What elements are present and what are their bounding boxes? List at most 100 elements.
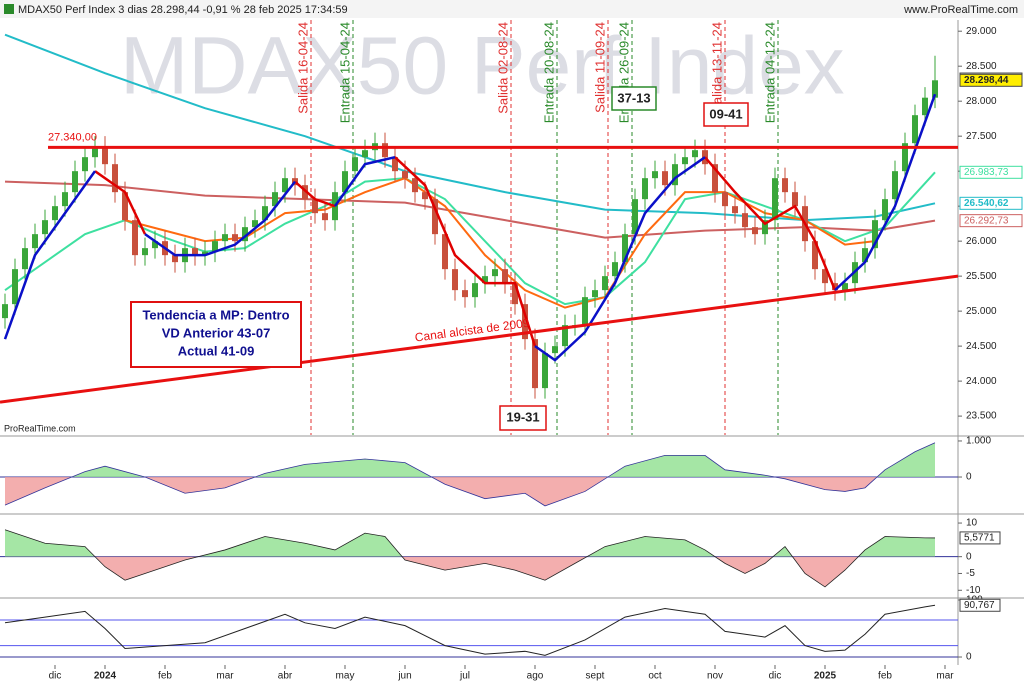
candle-body	[932, 80, 938, 98]
candle-body	[212, 241, 218, 252]
candle-body	[632, 199, 638, 235]
candle-body	[352, 157, 358, 172]
candle-body	[422, 192, 428, 200]
value-tag-label: 26.983,73	[964, 167, 1009, 178]
x-tick-label: dic	[49, 671, 62, 682]
y-tick-label: 1.000	[966, 436, 991, 447]
x-tick-label: dic	[769, 671, 782, 682]
osc-line	[4, 604, 936, 656]
candle-body	[242, 227, 248, 242]
channel-line	[0, 274, 958, 404]
trend-line	[3, 93, 937, 362]
value-tag-label: 26.292,73	[964, 215, 1009, 226]
x-tick-label: feb	[878, 671, 892, 682]
area-negative	[5, 477, 878, 506]
y-tick-label: 10	[966, 518, 978, 529]
candle-body	[602, 276, 608, 291]
candle-body	[152, 241, 158, 249]
y-tick-label: 28.500	[966, 61, 997, 72]
candle-body	[872, 220, 878, 249]
box-text: 37-13	[617, 90, 650, 105]
ma-line	[4, 180, 936, 239]
candle-body	[322, 213, 328, 221]
y-tick-label: 24.000	[966, 376, 997, 387]
y-tick-label: 0	[966, 551, 972, 562]
candle-body	[62, 192, 68, 207]
candle-body	[482, 276, 488, 284]
value-tag-label: 26.540,62	[964, 198, 1009, 209]
candle-body	[782, 178, 788, 193]
plot-area	[0, 20, 958, 435]
candle-body	[772, 178, 778, 221]
box-text: 19-31	[506, 409, 539, 424]
candle-body	[722, 192, 728, 207]
candle-body	[532, 339, 538, 389]
box	[703, 102, 749, 127]
candle-body	[902, 143, 908, 172]
y-tick-label: 27.500	[966, 131, 997, 142]
osc-line	[4, 442, 936, 507]
candle-body	[402, 171, 408, 179]
candle-body	[302, 185, 308, 200]
candle-body	[312, 199, 318, 214]
x-tick-label: may	[336, 671, 355, 682]
candle-body	[912, 115, 918, 144]
candle-body	[112, 164, 118, 193]
area-positive	[5, 529, 935, 557]
candle-body	[472, 283, 478, 298]
candle-body	[502, 269, 508, 284]
candle-body	[282, 178, 288, 193]
x-tick-label: 2024	[94, 671, 117, 682]
candle-body	[52, 206, 58, 221]
candle-body	[712, 164, 718, 193]
value-tag	[959, 214, 1023, 228]
credit: ProRealTime.com	[4, 423, 76, 433]
signal-label: Salida 16-04-24	[295, 22, 310, 114]
x-tick-label: ago	[527, 671, 544, 682]
candle-body	[342, 171, 348, 193]
candle-body	[732, 206, 738, 214]
level-label: 27.340,00	[48, 131, 97, 143]
y-tick-label: 0	[966, 652, 972, 663]
candle-body	[462, 290, 468, 298]
value-tag	[959, 165, 1023, 179]
watermark: MDAX50 Perf Index	[120, 21, 845, 112]
candle-body	[442, 234, 448, 270]
candle-body	[42, 220, 48, 235]
candle-body	[642, 178, 648, 200]
candle-body	[142, 248, 148, 256]
y-tick-label: 25.500	[966, 271, 997, 282]
candle-body	[2, 304, 8, 319]
signal-label: Entrada 20-08-24	[541, 22, 556, 123]
candle-body	[22, 248, 28, 270]
candle-body	[922, 97, 928, 116]
candle-body	[92, 146, 98, 158]
candle-body	[552, 346, 558, 354]
x-tick-label: feb	[158, 671, 172, 682]
info-text: VD Anterior 43-07	[162, 325, 271, 340]
candle-body	[202, 251, 208, 256]
box	[611, 86, 657, 111]
y-tick-label: 25.000	[966, 306, 997, 317]
candle-body	[272, 192, 278, 207]
x-tick-label: mar	[936, 671, 954, 682]
signal-label: Salida 02-08-24	[495, 22, 510, 114]
ma-line	[4, 171, 936, 306]
site: www.ProRealTime.com	[903, 4, 1018, 16]
signal-label: Salida 13-11-24	[709, 22, 724, 113]
candle-body	[362, 150, 368, 158]
osc-line	[4, 529, 936, 588]
box	[499, 405, 547, 431]
candle-body	[592, 290, 598, 298]
y-tick-label: -10	[966, 585, 981, 596]
candle-body	[652, 171, 658, 179]
value-tag-label: 28.298,44	[964, 75, 1009, 86]
candle-body	[172, 255, 178, 263]
y-tick-label: -5	[966, 568, 975, 579]
candle-body	[132, 220, 138, 256]
candle-body	[562, 325, 568, 347]
candle-body	[542, 353, 548, 389]
ma-line	[4, 33, 936, 222]
candle-body	[12, 269, 18, 305]
